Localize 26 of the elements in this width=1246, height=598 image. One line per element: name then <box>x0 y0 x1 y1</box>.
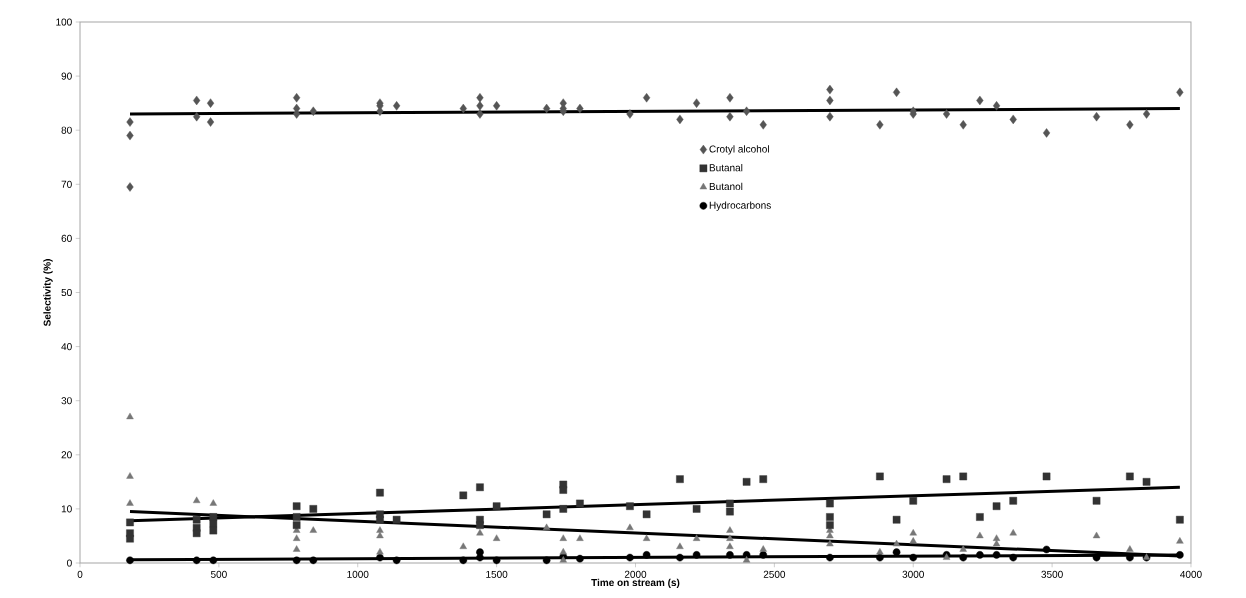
x-tick-label: 500 <box>210 570 227 578</box>
x-tick-label: 4000 <box>1180 570 1202 578</box>
y-tick-label: 50 <box>61 288 72 297</box>
x-tick-label: 0 <box>77 570 83 578</box>
y-tick-label: 70 <box>61 180 72 188</box>
x-tick-label: 2500 <box>763 570 786 578</box>
legend-label: Crotyl alcohol <box>709 145 769 155</box>
y-tick-label: 30 <box>61 397 72 405</box>
x-tick-label: 1000 <box>347 570 369 578</box>
y-axis-title: Selectivity (%) <box>43 259 53 327</box>
y-tick-label: 80 <box>61 126 72 134</box>
x-tick-label: 1500 <box>486 570 508 578</box>
y-tick-label: 60 <box>61 234 72 242</box>
y-tick-label: 0 <box>67 559 72 567</box>
y-tick-label: 90 <box>61 72 72 80</box>
x-tick-label: 3500 <box>1041 570 1063 578</box>
legend-label: Hydrocarbons <box>709 201 771 211</box>
x-axis-title: Time on stream (s) <box>591 578 680 589</box>
y-tick-label: 10 <box>61 505 72 513</box>
y-tick-label: 100 <box>56 18 72 26</box>
legend-label: Butanal <box>709 163 743 172</box>
y-tick-label: 20 <box>61 451 72 459</box>
x-tick-label: 3000 <box>902 570 924 578</box>
legend-label: Butanol <box>709 182 743 191</box>
x-tick-label: 2000 <box>624 570 647 578</box>
y-tick-label: 40 <box>61 343 72 351</box>
